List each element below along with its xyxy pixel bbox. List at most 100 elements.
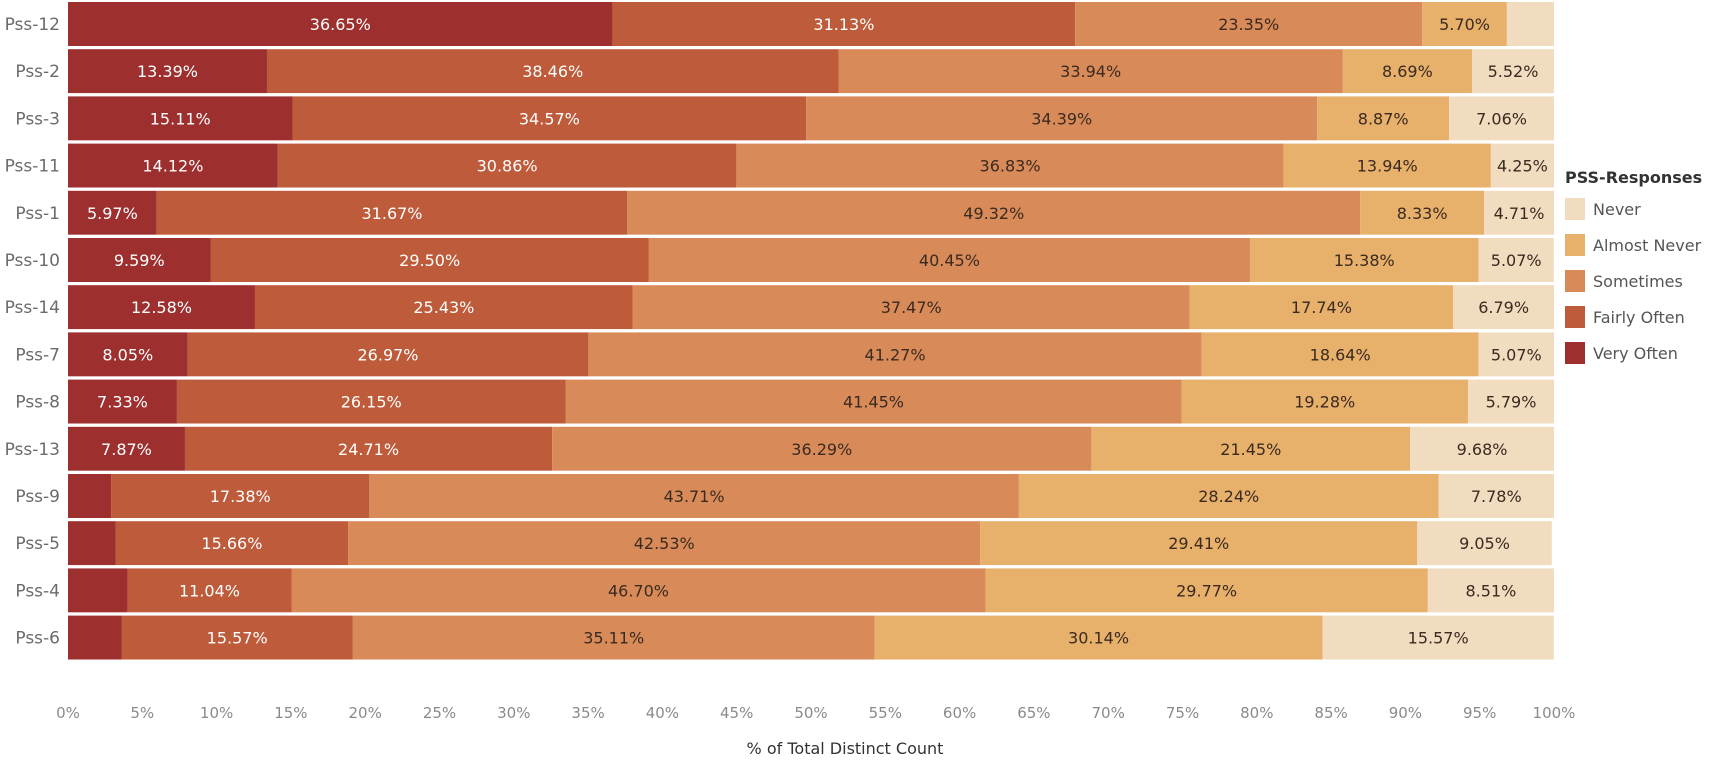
row-label: Pss-9 [15, 487, 60, 507]
data-label: 42.53% [634, 534, 695, 553]
data-label: 31.67% [362, 204, 423, 223]
bar-segment [176, 379, 566, 424]
legend-swatch [1565, 198, 1585, 220]
data-label: 36.29% [791, 440, 852, 459]
bar-segment [292, 96, 807, 141]
data-label: 8.05% [102, 345, 153, 364]
row-label: Pss-3 [15, 109, 60, 129]
row-separator [68, 93, 1554, 97]
row-label: Pss-7 [15, 345, 60, 365]
x-tick-label: 55% [869, 704, 902, 722]
data-label: 13.94% [1357, 157, 1418, 176]
data-label: 14.12% [142, 157, 203, 176]
bar-segment [1201, 332, 1479, 377]
data-label: 18.64% [1310, 345, 1371, 364]
bar-segment [1360, 190, 1485, 235]
bar-segment [68, 285, 255, 330]
bar-segment [68, 521, 116, 566]
bar-segment [1453, 285, 1554, 330]
row-separator [68, 612, 1554, 616]
bar-segment [1018, 474, 1439, 518]
data-label: 19.28% [1294, 393, 1355, 412]
data-label: 12.58% [131, 298, 192, 317]
x-tick-label: 35% [571, 704, 604, 722]
legend-swatch [1565, 270, 1585, 292]
x-tick-label: 30% [497, 704, 530, 722]
data-label: 9.05% [1459, 534, 1510, 553]
row-label: Pss-6 [15, 629, 60, 649]
data-label: 7.78% [1471, 487, 1522, 506]
data-label: 13.39% [137, 62, 198, 81]
data-label: 35.11% [583, 629, 644, 648]
legend-label: Fairly Often [1593, 308, 1685, 327]
x-tick-label: 50% [794, 704, 827, 722]
data-label: 28.24% [1198, 487, 1259, 506]
bar-segment [68, 238, 211, 282]
bar-segment [1283, 143, 1491, 188]
row-label: Pss-1 [15, 204, 60, 224]
data-label: 29.50% [399, 251, 460, 270]
bar-segment [121, 615, 353, 660]
data-label: 7.06% [1476, 109, 1527, 128]
x-tick-label: 75% [1166, 704, 1199, 722]
bar-segment [736, 143, 1284, 188]
data-label: 4.25% [1497, 157, 1548, 176]
bar-segment [348, 521, 981, 566]
data-label: 4.71% [1494, 204, 1545, 223]
data-label: 23.35% [1218, 15, 1279, 34]
bar-segment [115, 521, 349, 566]
bar-segment [874, 615, 1323, 660]
data-label: 29.41% [1168, 534, 1229, 553]
bar-segment [352, 615, 875, 660]
bar-segment [68, 332, 188, 377]
bar-segment [838, 49, 1343, 94]
bar-segment [266, 49, 839, 94]
bar-segment [1189, 285, 1454, 330]
data-label: 15.66% [201, 534, 262, 553]
bar-segment [1410, 426, 1554, 471]
x-tick-label: 100% [1533, 704, 1576, 722]
row-separator [68, 187, 1554, 191]
bar-segment [1438, 474, 1554, 518]
bar-segment [1484, 190, 1554, 235]
bar-segment [1478, 238, 1554, 282]
data-label: 8.87% [1358, 109, 1409, 128]
x-tick-label: 25% [423, 704, 456, 722]
x-axis-title: % of Total Distinct Count [747, 739, 944, 758]
bar-segment [68, 474, 112, 518]
data-label: 33.94% [1060, 62, 1121, 81]
bar-segment [68, 96, 293, 141]
bar-segment [1467, 379, 1554, 424]
bar-segment [1422, 2, 1507, 46]
x-tick-label: 10% [200, 704, 233, 722]
legend-swatch [1565, 234, 1585, 256]
row-label: Pss-10 [5, 251, 60, 271]
legend-label: Sometimes [1593, 272, 1683, 291]
bar-segment [632, 285, 1190, 330]
bar-segment [1427, 568, 1554, 613]
data-label: 15.38% [1334, 251, 1395, 270]
bar-segment [1471, 49, 1554, 94]
data-label: 30.14% [1068, 629, 1129, 648]
data-label: 40.45% [919, 251, 980, 270]
bar-segment [68, 568, 128, 613]
data-label: 49.32% [963, 204, 1024, 223]
data-label: 43.71% [664, 487, 725, 506]
data-label: 5.97% [87, 204, 138, 223]
bar-segment [156, 190, 628, 235]
data-label: 17.38% [210, 487, 271, 506]
data-label: 36.83% [980, 157, 1041, 176]
row-label: Pss-5 [15, 534, 60, 554]
data-label: 41.45% [843, 393, 904, 412]
bar-segment [1181, 379, 1468, 424]
data-label: 8.33% [1397, 204, 1448, 223]
bar-segment [68, 615, 122, 660]
bar-segment [1249, 238, 1479, 282]
bar-segment [1449, 96, 1554, 141]
bar-segment [565, 379, 1182, 424]
row-separator [68, 470, 1554, 474]
data-label: 31.13% [813, 15, 874, 34]
x-tick-label: 80% [1240, 704, 1273, 722]
